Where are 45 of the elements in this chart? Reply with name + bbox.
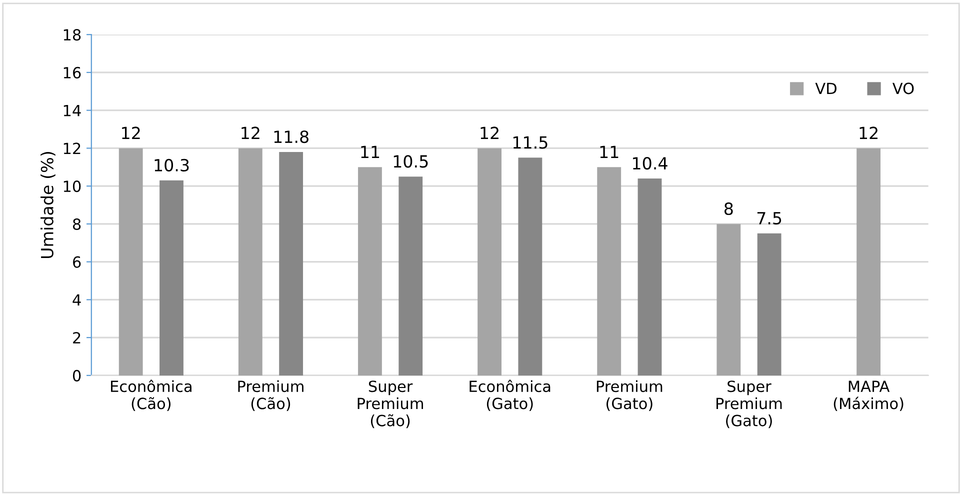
data-label: 11.8 (274, 130, 308, 144)
y-tick-label: 18 (64, 29, 81, 41)
data-label: 10.3 (154, 158, 189, 172)
data-label: 8 (724, 202, 733, 216)
data-label: 12 (480, 126, 498, 140)
x-tick-label: Econômica (Gato) (470, 380, 550, 412)
y-tick-label: 4 (72, 294, 81, 306)
y-tick-label: 0 (72, 370, 81, 382)
x-tick-label: Super Premium (Gato) (716, 380, 782, 428)
data-label: 12 (122, 126, 140, 140)
bar (597, 167, 622, 376)
bar (518, 158, 542, 376)
bar (279, 152, 304, 376)
x-tick-label: Econômica (Cão) (111, 380, 192, 412)
bar (716, 224, 741, 376)
x-tick-label: MAPA (Máximo) (834, 380, 904, 412)
legend-label: VD (815, 82, 836, 94)
y-tick-label: 8 (72, 218, 81, 230)
data-label: 12 (860, 126, 878, 140)
data-label: 11 (600, 146, 618, 158)
y-axis-title: Umidade (%) (40, 152, 56, 258)
bar (238, 148, 262, 376)
bar (478, 148, 502, 376)
y-tick-label: 2 (73, 332, 80, 344)
x-tick-label: Premium (Cão) (238, 380, 304, 412)
data-label: 11 (361, 146, 380, 158)
data-label: 10.5 (394, 155, 428, 168)
bar (358, 167, 382, 376)
y-tick-label: 6 (73, 256, 81, 268)
legend-label: VO (892, 82, 914, 94)
y-tick-label: 16 (64, 66, 81, 78)
y-tick-label: 14 (64, 104, 81, 116)
data-label: 10.4 (633, 156, 668, 170)
y-tick-label: 12 (64, 142, 80, 154)
bar (757, 233, 782, 376)
x-tick-label: Super Premium (Cão) (358, 380, 423, 428)
data-label: 7.5 (757, 212, 782, 225)
bar (160, 180, 184, 376)
y-tick-label: 10 (64, 180, 81, 192)
data-label: 11.5 (513, 136, 548, 149)
x-tick-label: Premium (Gato) (596, 380, 662, 412)
bar (118, 148, 143, 376)
bar (638, 178, 662, 376)
bar (398, 176, 423, 376)
data-label: 12 (242, 126, 260, 140)
